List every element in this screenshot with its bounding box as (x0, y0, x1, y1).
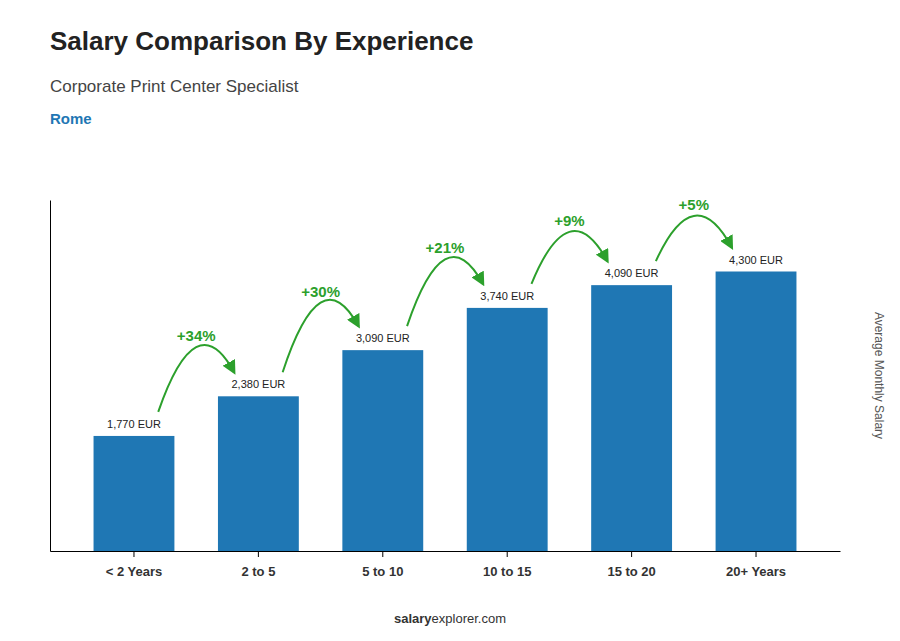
x-tick-mark (382, 551, 383, 557)
x-tick-mark (258, 551, 259, 557)
x-tick: 10 to 15 (483, 551, 531, 579)
y-axis (50, 201, 51, 552)
x-tick: 15 to 20 (607, 551, 655, 579)
change-arrow (531, 231, 607, 284)
x-tick-mark (631, 551, 632, 557)
change-label: +21% (426, 239, 465, 256)
data-label: 4,090 EUR (605, 267, 659, 279)
change-label: +5% (679, 196, 709, 213)
change-arrow (407, 257, 483, 326)
change-label: +34% (177, 327, 216, 344)
x-axis: < 2 Years 2 to 5 5 to 10 10 to 15 15 to 20 20… (51, 551, 841, 579)
change-label: +9% (554, 212, 584, 229)
x-tick: 20+ Years (726, 551, 786, 579)
x-tick-mark (756, 551, 757, 557)
change-label: +30% (301, 283, 340, 300)
x-tick: 5 to 10 (362, 551, 403, 579)
data-label: 1,770 EUR (107, 418, 161, 430)
x-tick: < 2 Years (106, 551, 163, 579)
x-tick-label: 5 to 10 (362, 564, 403, 579)
data-label: 3,740 EUR (480, 290, 534, 302)
y-axis-line (50, 201, 51, 552)
y-axis-title: Average Monthly Salary (872, 312, 886, 439)
x-axis-line (51, 551, 841, 552)
x-tick-label: 15 to 20 (607, 564, 655, 579)
bar (94, 436, 175, 551)
title: Salary Comparison By Experience (50, 26, 473, 56)
bars (94, 272, 797, 552)
bar (716, 272, 797, 552)
source-part: explorer.com (432, 611, 506, 626)
subtitle: Rome (50, 110, 92, 127)
change-annotations: +34% +30% +21% +9% +5% (158, 196, 732, 412)
x-tick-mark (133, 551, 134, 557)
change-arrow (656, 216, 732, 262)
chart: Salary Comparison By Experience Corporate… (0, 0, 900, 641)
source: salaryexplorer.com (394, 611, 506, 626)
bar (467, 308, 548, 551)
x-tick-label: < 2 Years (106, 564, 163, 579)
data-label: 2,380 EUR (231, 378, 285, 390)
data-labels: 1,770 EUR 2,380 EUR 3,090 EUR 3,740 EUR 4,09… (107, 254, 783, 430)
x-tick-mark (507, 551, 508, 557)
x-tick: 2 to 5 (241, 551, 275, 579)
x-tick-label: 10 to 15 (483, 564, 531, 579)
data-label: 4,300 EUR (729, 254, 783, 266)
bar (342, 350, 423, 551)
bar (591, 285, 672, 551)
bar (218, 396, 299, 551)
subtitle: Corporate Print Center Specialist (50, 77, 299, 96)
x-tick-label: 2 to 5 (241, 564, 275, 579)
change-arrow (283, 300, 359, 372)
x-tick-label: 20+ Years (726, 564, 786, 579)
source-part: salary (394, 611, 432, 626)
data-label: 3,090 EUR (356, 332, 410, 344)
plot: < 2 Years 2 to 5 5 to 10 10 to 15 15 to 20 20… (51, 196, 841, 579)
change-arrow (158, 345, 234, 412)
